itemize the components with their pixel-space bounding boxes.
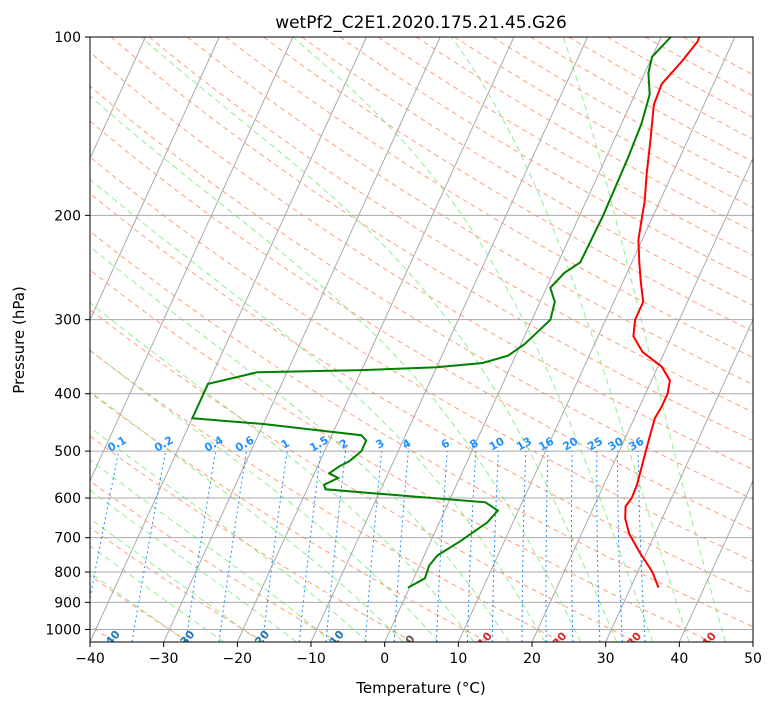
y-axis-title: Pressure (hPa)	[10, 286, 28, 394]
moist-adiabat-line	[562, 37, 727, 642]
dry-adiabat-line	[90, 480, 339, 642]
y-tick-label: 600	[54, 491, 81, 507]
x-tick-label: −30	[149, 651, 179, 667]
y-tick-label: 1000	[45, 622, 81, 638]
dry-adiabat-line	[90, 192, 753, 595]
moist-adiabat-line	[90, 95, 582, 642]
y-tick-label: 500	[54, 444, 81, 460]
y-tick-label: 400	[54, 387, 81, 403]
moist-adiabat-line	[90, 545, 225, 642]
isotherm-line	[90, 37, 367, 642]
isotherm-line	[90, 37, 220, 321]
dry-adiabat-line	[90, 308, 638, 642]
moist-adiabat-line	[90, 571, 188, 642]
dry-adiabat-line	[301, 37, 753, 307]
isotherm-line	[384, 37, 662, 642]
isotherm-gridlines	[90, 37, 753, 642]
x-tick-label: 30	[597, 651, 615, 667]
isotherm-line	[531, 157, 753, 642]
y-tick-label: 800	[54, 565, 81, 581]
x-tick-label: 40	[670, 651, 688, 667]
dry-adiabat-line	[110, 37, 753, 442]
y-tick-label: 300	[54, 313, 81, 329]
moist-adiabats	[90, 37, 727, 642]
y-axis-ticks: 100 200 300 400 500 600 700 800 900 1000	[45, 30, 90, 638]
moist-adiabat-line	[90, 517, 261, 642]
dry-adiabat-line	[492, 37, 753, 185]
dry-adiabat-line	[415, 37, 753, 232]
dry-adiabat-line	[90, 526, 264, 642]
x-tick-label: −20	[223, 651, 253, 667]
sounding-series	[190, 37, 701, 589]
mixing-ratio-line	[90, 451, 120, 601]
dry-adiabat-line	[339, 37, 753, 281]
y-tick-label: 700	[54, 531, 81, 547]
y-tick-label: 200	[54, 208, 81, 224]
dewpoint-profile-line	[190, 37, 672, 589]
y-tick-label: 100	[54, 30, 81, 46]
isotherm-line	[90, 37, 294, 483]
dry-adiabat-line	[225, 37, 753, 359]
moist-adiabat-line	[140, 37, 618, 642]
moist-adiabat-line	[90, 178, 546, 642]
dry-adiabat-line	[568, 37, 753, 140]
isotherm-line	[605, 318, 753, 642]
dry-adiabat-line	[90, 156, 753, 562]
moist-adiabat-line	[292, 37, 654, 642]
x-tick-label: 10	[449, 651, 467, 667]
temperature-profile-line	[624, 37, 701, 588]
isotherm-line	[678, 479, 753, 642]
isotherm-line	[310, 37, 588, 642]
isotherm-line	[236, 37, 515, 642]
x-axis-ticks: −40 −30 −20 −10 0 10 20 30 40 50	[75, 642, 762, 667]
x-tick-label: −40	[75, 651, 105, 667]
plot-frame	[89, 36, 754, 643]
isotherm-line	[163, 37, 441, 642]
mixing-ratio-lines	[90, 451, 646, 642]
x-tick-label: −10	[296, 651, 326, 667]
x-tick-label: 50	[744, 651, 762, 667]
x-axis-title: Temperature (°C)	[355, 679, 485, 697]
dry-adiabat-line	[90, 269, 712, 642]
moist-adiabat-line	[90, 390, 404, 642]
isotherm-line	[90, 37, 146, 160]
y-tick-label: 900	[54, 595, 81, 611]
moist-adiabat-line	[451, 37, 690, 642]
isotherm-line	[457, 37, 736, 642]
moist-adiabat-line	[90, 302, 475, 642]
plot-area: -40 -30 -20 -10 0 10 20 30 40 0.1 0.2 0.4 0.6 1 1.5 2 3…	[90, 37, 753, 646]
isobar-gridlines	[90, 37, 753, 630]
moist-adiabat-line	[90, 246, 510, 642]
dry-adiabat-line	[90, 349, 563, 642]
chart-title: wetPf2_C2E1.2020.175.21.45.G26	[275, 13, 567, 33]
x-tick-label: 20	[523, 651, 541, 667]
dry-adiabat-label: 0	[403, 632, 418, 646]
moist-adiabat-line	[90, 426, 369, 642]
dry-adiabat-line	[148, 37, 753, 413]
dry-adiabat-line	[90, 51, 753, 471]
x-tick-label: 0	[380, 651, 389, 667]
